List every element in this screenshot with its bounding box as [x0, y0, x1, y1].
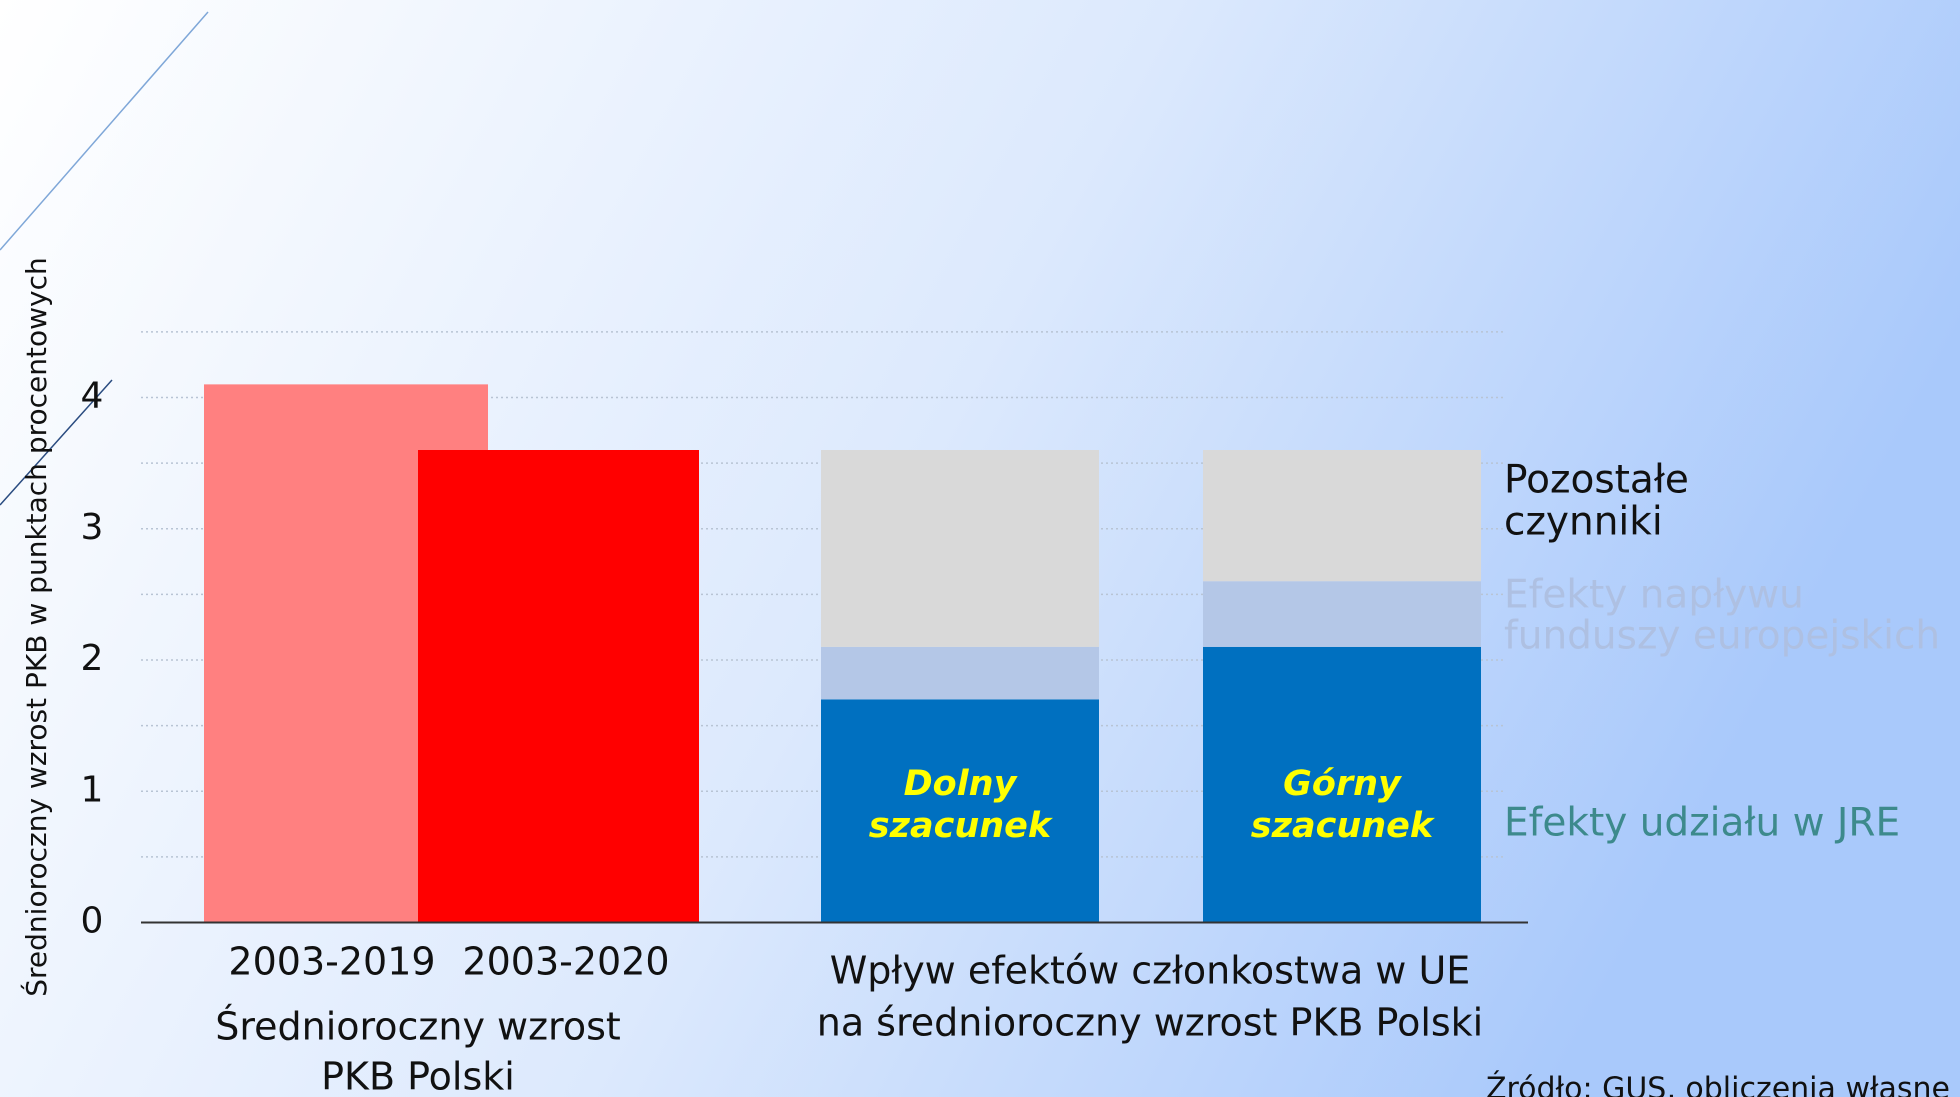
y-tick-label: 4	[81, 376, 104, 417]
legend-label: Efekty napływu	[1504, 573, 1804, 618]
y-tick-label: 1	[81, 769, 104, 810]
source: Źródło: GUS, obliczenia własne	[1486, 1071, 1950, 1097]
stack-segment	[1203, 646, 1481, 923]
stack-segment	[1203, 581, 1481, 647]
group-label: Wpływ efektów członkostwa w UE	[830, 949, 1471, 993]
decor-line	[0, 11, 209, 251]
stack-segment	[821, 450, 1099, 647]
x-tick-label: 2003-2020	[462, 940, 669, 984]
y-tick-label: 3	[81, 507, 104, 548]
stack-segment	[821, 699, 1099, 923]
bar-inner-label: Górny	[1283, 764, 1403, 804]
y-axis-title: Średnioroczny wzrost PKB w punktach proc…	[19, 257, 53, 996]
legend-label: czynniki	[1504, 500, 1663, 545]
bar	[418, 450, 699, 923]
legend-label: Efekty udziału w JRE	[1504, 801, 1900, 846]
group-label: Średnioroczny wzrost	[215, 1005, 621, 1049]
bar-inner-label: Dolny	[904, 764, 1019, 804]
legend-label: funduszy europejskich	[1504, 614, 1940, 659]
x-tick-label: 2003-2019	[228, 940, 435, 984]
bar-inner-label: szacunek	[869, 806, 1054, 846]
y-tick-label: 0	[81, 901, 104, 942]
legend-label: Pozostałe	[1504, 458, 1689, 503]
group-label: PKB Polski	[321, 1055, 515, 1097]
stack-segment	[821, 646, 1099, 700]
y-tick-label: 2	[81, 638, 104, 679]
decor-line	[0, 379, 113, 506]
group-label: na średnioroczny wzrost PKB Polski	[817, 1001, 1484, 1045]
stack-segment	[1203, 450, 1481, 582]
bar-inner-label: szacunek	[1251, 806, 1436, 846]
